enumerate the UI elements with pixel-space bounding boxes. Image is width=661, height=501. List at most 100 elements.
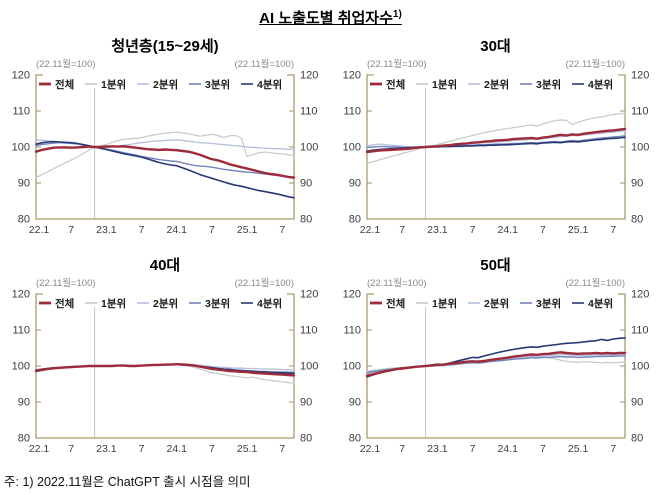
charts-grid: 청년층(15~29세) (22.11월=100) (22.11월=100) 80 80… (0, 30, 661, 468)
x-tick-label: 7 (539, 224, 545, 236)
y-tick-label-left: 120 (12, 289, 30, 301)
x-tick-label: 7 (399, 224, 405, 236)
x-tick-label: 23.1 (96, 443, 117, 455)
y-tick-label-right: 80 (631, 214, 643, 226)
axis-frame (365, 293, 626, 439)
x-tick-label: 7 (279, 224, 285, 236)
y-tick-label-left: 110 (343, 325, 361, 337)
y-tick-label-right: 100 (631, 361, 649, 373)
legend-label-q4: 4분위 (588, 78, 613, 91)
series-line-q4 (35, 140, 295, 199)
axis-frame (35, 74, 295, 220)
x-tick-label: 7 (209, 224, 215, 236)
legend-label-q1: 1분위 (432, 78, 457, 91)
chart-panel-youth: 청년층(15~29세) (22.11월=100) (22.11월=100) 80 80… (0, 30, 330, 249)
y-tick-label-left: 80 (348, 214, 360, 226)
y-tick-label-left: 100 (342, 361, 360, 373)
axis-frame (365, 74, 626, 220)
y-tick-label-right: 100 (631, 142, 649, 154)
title-text: AI 노출도별 취업자수 (259, 10, 393, 27)
unit-label-right: (22.11월=100) (234, 277, 294, 289)
panel-title-youth: 청년층(15~29세) (111, 38, 219, 55)
y-tick-label-right: 110 (300, 325, 318, 337)
y-tick-label-left: 110 (343, 106, 361, 118)
series-line-total (34, 362, 296, 377)
legend-label-q3: 3분위 (536, 78, 561, 91)
y-tick-label-left: 90 (348, 397, 360, 409)
x-tick-label: 25.1 (567, 443, 588, 455)
x-tick-label: 7 (279, 443, 285, 455)
x-tick-label: 23.1 (427, 224, 448, 236)
x-tick-label: 22.1 (29, 224, 50, 236)
y-tick-label-right: 110 (300, 106, 318, 118)
y-tick-label-right: 80 (300, 433, 312, 445)
legend-label-total: 전체 (386, 78, 405, 91)
y-tick-label-right: 100 (300, 142, 318, 154)
y-tick-label-right: 120 (300, 70, 318, 82)
y-tick-label-left: 80 (18, 214, 30, 226)
axis-frame (35, 293, 295, 439)
y-tick-label-right: 120 (300, 289, 318, 301)
legend-label-q3: 3분위 (536, 297, 561, 310)
legend-label-q3: 3분위 (205, 297, 230, 310)
x-tick-label: 24.1 (497, 224, 518, 236)
footnote: 주: 1) 2022.11월은 ChatGPT 출시 시점을 의미 (4, 475, 251, 489)
legend-label-total: 전체 (55, 297, 74, 310)
page-title: AI 노출도별 취업자수1) (0, 0, 661, 28)
legend-label-q3: 3분위 (205, 78, 230, 91)
x-tick-label: 7 (68, 224, 74, 236)
chart-panel-40s: 40대 (22.11월=100) (22.11월=100) 80 80 90 90 100 1… (0, 249, 330, 468)
x-tick-label: 24.1 (497, 443, 518, 455)
y-tick-label-right: 90 (631, 178, 643, 190)
y-tick-label-left: 90 (18, 397, 30, 409)
y-tick-label-left: 120 (342, 289, 360, 301)
y-tick-label-right: 120 (631, 70, 649, 82)
y-tick-label-left: 90 (348, 178, 360, 190)
x-tick-label: 7 (139, 443, 145, 455)
legend-label-q1: 1분위 (432, 297, 457, 310)
legend-label-total: 전체 (55, 78, 74, 91)
x-tick-label: 7 (539, 443, 545, 455)
x-tick-label: 7 (139, 224, 145, 236)
y-tick-label-left: 100 (12, 361, 30, 373)
line-chart-40s: (22.11월=100) (22.11월=100) 80 80 90 90 100 100 11… (12, 277, 319, 455)
legend-label-total: 전체 (386, 297, 405, 310)
series-line-q1 (365, 112, 626, 164)
y-tick-label-left: 120 (342, 70, 360, 82)
series-line-total (365, 351, 626, 377)
line-chart-50s: (22.11월=100) (22.11월=100) 80 80 90 90 100 100 11… (342, 277, 649, 455)
y-tick-label-left: 100 (342, 142, 360, 154)
y-tick-label-right: 80 (631, 433, 643, 445)
y-tick-label-right: 90 (300, 178, 312, 190)
line-chart-youth: (22.11월=100) (22.11월=100) 80 80 90 90 100 100 11… (12, 58, 319, 236)
legend-label-q4: 4분위 (257, 78, 282, 91)
y-tick-label-right: 80 (300, 214, 312, 226)
legend-label-q2: 2분위 (484, 297, 509, 310)
y-tick-label-right: 110 (631, 325, 649, 337)
series-line-q1 (35, 131, 295, 179)
legend-label-q4: 4분위 (257, 297, 282, 310)
legend-label-q1: 1분위 (101, 78, 126, 91)
x-tick-label: 22.1 (29, 443, 50, 455)
unit-label-left: (22.11월=100) (36, 58, 96, 70)
y-tick-label-left: 90 (18, 178, 30, 190)
x-tick-label: 22.1 (359, 224, 380, 236)
x-tick-label: 22.1 (359, 443, 380, 455)
panel-title-30s: 30대 (480, 38, 511, 55)
y-tick-label-right: 90 (300, 397, 312, 409)
x-tick-label: 23.1 (96, 224, 117, 236)
unit-label-right: (22.11월=100) (565, 58, 625, 70)
legend-label-q1: 1분위 (101, 297, 126, 310)
unit-label-left: (22.11월=100) (36, 277, 96, 289)
x-tick-label: 25.1 (237, 443, 258, 455)
y-tick-label-left: 120 (12, 70, 30, 82)
y-tick-label-left: 80 (348, 433, 360, 445)
panel-title-40s: 40대 (149, 257, 181, 274)
title-footnote-marker: 1) (392, 9, 402, 20)
x-tick-label: 7 (469, 443, 475, 455)
legend-label-q4: 4분위 (588, 297, 613, 310)
y-tick-label-right: 100 (300, 361, 318, 373)
legend-label-q2: 2분위 (153, 297, 178, 310)
chart-panel-50s: 50대 (22.11월=100) (22.11월=100) 80 80 90 90 100 1… (330, 249, 661, 468)
